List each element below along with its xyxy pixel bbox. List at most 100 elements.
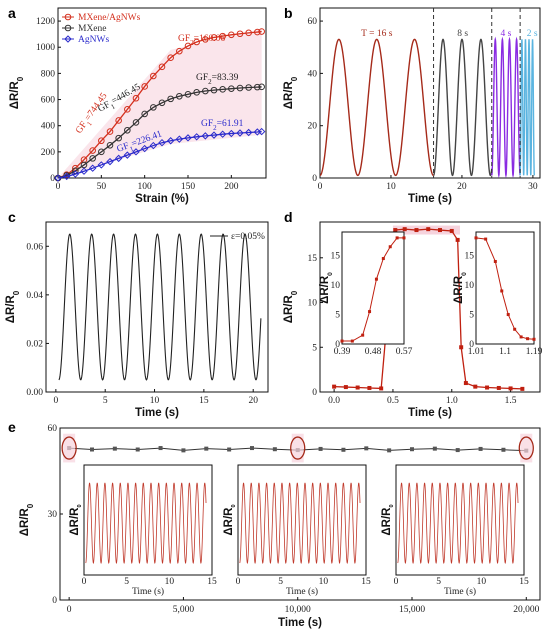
inset-frame [341,231,405,345]
inset-x-tick-label: 0 [394,577,399,587]
data-point [141,83,148,90]
data-point [193,38,200,46]
legend-entry: ε=0.05% [231,232,265,242]
data-point [106,128,114,135]
data-point [219,86,226,93]
inset-point [374,277,378,281]
y-tick-label: 600 [41,96,56,106]
plot-frame [57,7,267,179]
x-axis-label: Time (s) [408,407,452,419]
y-tick-label: 0.00 [26,388,43,398]
data-point [71,170,80,178]
data-point [364,446,369,451]
inset-x-tick-label: 5 [436,577,441,587]
data-point [272,447,277,452]
data-point [341,447,346,452]
chart-e: 0 5,000 10,000 15,000 20,000 0 30 60 Time (s) ΔR/… [19,424,541,629]
data-point [124,126,131,134]
data-point [150,72,157,80]
y-tick-label: 0.06 [26,242,43,252]
inset-point [484,237,488,241]
data-point [250,446,254,451]
series-line [433,38,493,177]
data-point [89,147,96,154]
data-point [176,47,183,55]
data-point [123,151,132,159]
x-tick-label: 0 [53,396,58,406]
highlight-circle [290,436,306,460]
x-tick-label: 50 [97,182,107,192]
data-point [227,447,232,452]
x-tick-label: 0 [67,605,72,615]
legend-entry: MXene [78,24,107,34]
inset-y-tick-label: 10 [465,281,475,291]
inset-point [381,257,385,261]
x-tick-label: 10 [386,182,396,192]
x-tick-label: 15,000 [399,605,425,615]
highlight-circle [61,436,77,460]
data-point [184,134,192,142]
data-point [438,228,442,233]
data-point [158,63,166,71]
data-point [245,29,252,37]
y-axis-label: ΔR/R0 [5,290,21,323]
inset-x-tick-label: 10 [319,577,329,587]
y-tick-label: 60 [308,17,318,27]
data-point [219,32,226,40]
data-point [132,119,140,126]
y-axis-label: ΔR/R0 [453,272,468,304]
data-point [332,384,337,389]
series-line [519,39,536,176]
x-tick-label: 30 [528,182,538,192]
data-point [210,34,218,41]
data-point [62,172,71,181]
data-point [501,447,506,452]
series-line [57,86,262,179]
plot-frame [45,221,269,393]
inset-x-label: Time (s) [444,586,476,597]
data-point [158,138,166,147]
y-tick-label: 1200 [36,17,55,27]
inset-y-tick-label: 15 [465,252,475,262]
segment-label: 8 s [457,29,468,39]
y-tick-label: 1000 [36,43,55,53]
y-tick-label: 40 [308,69,318,79]
data-point [90,447,94,452]
annotation: GF2=61.91 [201,119,244,132]
y-tick-label: 0.02 [26,339,43,349]
x-tick-label: 0.0 [328,396,340,406]
data-point [455,448,460,453]
legend-marker [64,13,72,21]
y-tick-label: 400 [41,122,56,132]
y-tick-label: 60 [48,424,58,434]
inset-y-tick-label: 15 [331,252,341,262]
segment-label: 4 s [501,29,512,39]
data-point [98,137,105,145]
chart-a: 0 50 100 150 200 0 200 400 600 800 1000 1200 Strain … [9,7,267,205]
data-point [115,134,122,142]
data-point [258,83,265,91]
series-line [319,38,434,177]
x-axis-label: Time (s) [135,407,179,419]
inset-frame [475,231,535,345]
x-tick-label: 0 [56,182,61,192]
x-tick-label: 20,000 [513,605,539,615]
inset-point [395,236,399,240]
inset-x-tick-label: 5 [124,577,129,587]
data-point [204,446,209,451]
data-point [98,148,105,156]
data-point [115,117,122,124]
data-point [478,446,483,451]
y-tick-label: 800 [41,69,56,79]
data-point [106,142,114,149]
series-line [57,130,262,179]
x-tick-label: 1.0 [446,396,458,406]
data-point [132,148,140,156]
inset-point [402,236,406,240]
data-point [455,237,460,242]
data-point [402,227,407,232]
y-axis-label: ΔR/R0 [223,504,237,535]
y-axis-label: ΔR/R0 [9,76,25,109]
x-axis-label: Time (s) [278,617,322,629]
inset-y-tick-label: 0 [469,340,474,350]
